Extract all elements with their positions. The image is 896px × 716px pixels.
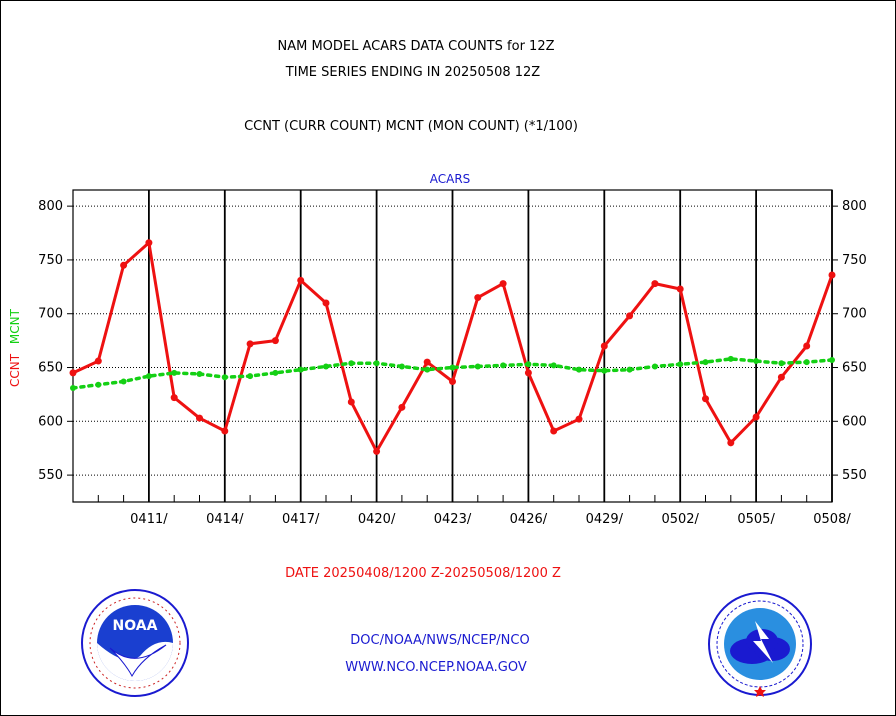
chart-series <box>69 239 836 455</box>
data-point-mcnt <box>247 373 254 380</box>
data-point-mcnt <box>778 360 785 367</box>
data-point-ccnt <box>423 358 431 366</box>
data-point-ccnt <box>651 280 659 288</box>
data-point-ccnt <box>196 414 203 422</box>
data-point-ccnt <box>600 342 608 350</box>
x-tick-label: 0423/ <box>434 512 472 527</box>
data-point-ccnt <box>347 398 355 406</box>
data-point-mcnt <box>677 361 684 368</box>
plot-frame <box>72 189 833 503</box>
data-point-mcnt <box>576 366 582 373</box>
data-point-mcnt <box>297 366 304 373</box>
national-weather-service-logo <box>708 592 812 697</box>
data-point-ccnt <box>69 369 77 377</box>
data-point-mcnt <box>803 359 810 366</box>
data-point-mcnt <box>727 355 734 362</box>
chart-title-line1: NAM MODEL ACARS DATA COUNTS for 12Z <box>277 39 555 54</box>
x-tick-label: 0502/ <box>661 512 699 527</box>
y-tick-label-right: 550 <box>842 468 867 483</box>
date-range-label: DATE 20250408/1200 Z-20250508/1200 Z <box>285 566 561 581</box>
data-point-ccnt <box>626 312 634 320</box>
x-tick-label: 0417/ <box>282 512 320 527</box>
data-point-ccnt <box>524 369 532 377</box>
data-point-ccnt <box>575 415 583 423</box>
chart-grid <box>73 190 833 502</box>
y-tick-label-right: 650 <box>842 361 867 376</box>
chart-subtitle: CCNT (CURR COUNT) MCNT (MON COUNT) (*1/1… <box>244 119 578 134</box>
credit-line-org: DOC/NOAA/NWS/NCEP/NCO <box>350 633 530 648</box>
credit-line-url[interactable]: WWW.NCO.NCEP.NOAA.GOV <box>345 660 527 675</box>
y-tick-label-right: 750 <box>842 253 867 268</box>
y-tick-label-left: 700 <box>38 307 63 322</box>
data-point-ccnt <box>828 271 836 279</box>
plot-series-title: ACARS <box>429 172 471 186</box>
x-tick-label: 0508/ <box>813 512 851 527</box>
x-tick-label: 0426/ <box>510 512 548 527</box>
y-tick-label-right: 700 <box>842 307 867 322</box>
data-point-mcnt <box>651 363 658 370</box>
data-point-ccnt <box>322 299 330 307</box>
data-point-mcnt <box>449 364 456 371</box>
y-tick-label-right: 600 <box>842 414 867 429</box>
data-point-ccnt <box>727 439 735 447</box>
data-point-mcnt <box>272 369 279 376</box>
data-point-ccnt <box>550 427 558 435</box>
data-point-mcnt <box>829 356 835 363</box>
data-point-mcnt <box>474 363 481 370</box>
data-point-ccnt <box>474 294 482 302</box>
data-point-mcnt <box>348 360 355 367</box>
data-point-mcnt <box>424 366 431 373</box>
data-point-mcnt <box>171 369 178 376</box>
data-point-ccnt <box>777 373 785 381</box>
data-point-ccnt <box>246 340 254 348</box>
data-point-ccnt <box>499 280 507 288</box>
data-point-ccnt <box>676 285 684 293</box>
data-point-ccnt <box>221 427 229 435</box>
data-point-ccnt <box>271 337 279 345</box>
svg-text:NOAA: NOAA <box>113 618 158 634</box>
data-point-ccnt <box>170 394 178 402</box>
x-tick-label: 0420/ <box>358 512 396 527</box>
data-point-ccnt <box>803 342 811 350</box>
data-point-mcnt <box>753 358 760 365</box>
data-point-mcnt <box>70 384 76 391</box>
data-point-mcnt <box>196 370 203 377</box>
data-point-mcnt <box>145 373 152 380</box>
chart-axes: 550 550 600 600 650 650 700 700 750 750 800 800 0411… <box>38 189 867 527</box>
chart-title-line2: TIME SERIES ENDING IN 20250508 12Z <box>285 65 541 80</box>
noaa-logo: NOAA <box>81 589 189 697</box>
y-tick-label-left: 800 <box>38 199 63 214</box>
data-point-mcnt <box>550 362 557 369</box>
data-point-mcnt <box>702 359 709 366</box>
data-point-mcnt <box>626 366 633 373</box>
data-point-ccnt <box>94 357 102 365</box>
data-point-ccnt <box>702 395 709 403</box>
data-point-mcnt <box>120 378 127 385</box>
x-tick-label: 0429/ <box>586 512 624 527</box>
data-point-ccnt <box>120 261 128 269</box>
data-point-mcnt <box>500 362 507 369</box>
data-point-mcnt <box>525 361 532 368</box>
data-point-mcnt <box>373 360 380 367</box>
data-point-ccnt <box>297 276 305 284</box>
y-tick-label-left: 650 <box>38 361 63 376</box>
y-tick-label-left: 550 <box>38 468 63 483</box>
y-tick-label-right: 800 <box>842 199 867 214</box>
x-tick-label: 0505/ <box>737 512 775 527</box>
data-point-ccnt <box>145 239 153 247</box>
y-tick-label-left: 750 <box>38 253 63 268</box>
data-point-ccnt <box>373 447 381 455</box>
x-tick-label: 0411/ <box>130 512 168 527</box>
data-point-ccnt <box>449 378 456 386</box>
data-point-mcnt <box>95 381 102 388</box>
data-point-mcnt <box>398 363 405 370</box>
y-tick-label-left: 600 <box>38 414 63 429</box>
data-point-mcnt <box>323 363 329 370</box>
data-point-ccnt <box>752 413 760 421</box>
data-point-mcnt <box>221 374 228 381</box>
x-tick-label: 0414/ <box>206 512 244 527</box>
data-point-mcnt <box>601 367 608 374</box>
data-point-ccnt <box>398 403 406 411</box>
